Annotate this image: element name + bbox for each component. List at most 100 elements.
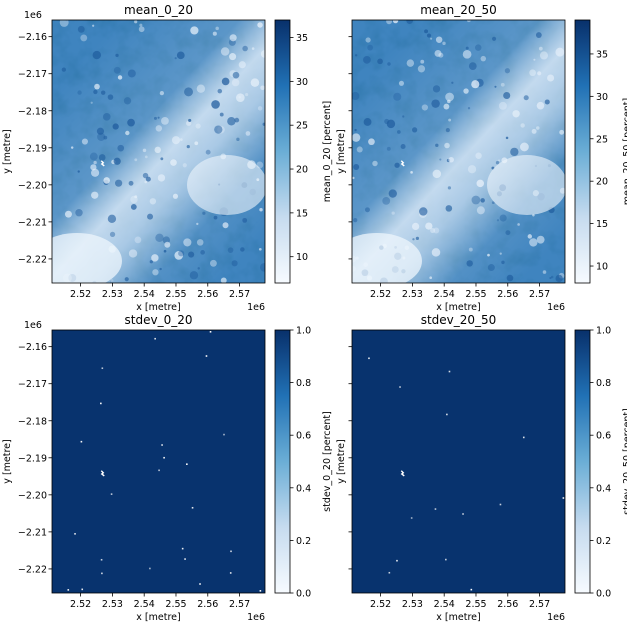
x-tick-label: 2.54 — [434, 289, 455, 300]
y-tick-label: −2.20 — [18, 490, 47, 501]
colorbar-tick-label: 0.0 — [296, 589, 311, 600]
colorbar: 0.0 0.2 0.4 0.6 0.8 1.0 stdev_0_20 [percent] — [274, 326, 333, 600]
panel-mean-20-50: mean_20_50 2.52 2.53 2.54 2.55 2.56 2.57 x [met… — [336, 3, 627, 313]
colorbar-tick-label: 0.8 — [296, 378, 311, 389]
colorbar-tick-label: 15 — [596, 219, 608, 230]
x-tick-label: 2.56 — [497, 599, 518, 610]
x-axis-label: x [metre] — [436, 612, 480, 623]
colorbar: 0.0 0.2 0.4 0.6 0.8 1.0 stdev_20_50 [percent] — [574, 326, 627, 600]
x-tick-label: 2.52 — [70, 599, 91, 610]
x-exponent-label: 1e6 — [247, 612, 265, 623]
y-tick-label: −2.17 — [18, 379, 47, 390]
y-tick-label: −2.18 — [18, 416, 47, 427]
colorbar-tick-label: 0.4 — [596, 483, 611, 494]
y-axis-label: y [metre] — [336, 129, 347, 173]
y-tick-label: −2.21 — [18, 527, 47, 538]
x-tick-label: 2.53 — [402, 289, 423, 300]
y-tick-label: −2.16 — [18, 342, 47, 353]
colorbar-tick-label: 0.2 — [596, 536, 611, 547]
panel-stdev-0-20: stdev_0_20 2.52 2.53 2.54 2.55 2.56 2.57 x [met… — [2, 313, 333, 623]
colorbar-label: mean_0_20 [percent] — [322, 101, 333, 202]
colorbar-tick-label: 10 — [596, 262, 608, 273]
plot-frame — [51, 19, 266, 284]
colorbar-tick-label: 0.2 — [296, 536, 311, 547]
x-tick-label: 2.57 — [229, 599, 250, 610]
y-tick-label: −2.22 — [18, 254, 47, 265]
x-tick-label: 2.53 — [402, 599, 423, 610]
colorbar-tick-label: 0.6 — [596, 431, 611, 442]
x-tick-label: 2.56 — [197, 599, 218, 610]
colorbar: 10 15 20 25 30 35 mean_0_20 [percent] — [274, 19, 333, 284]
heatmap-image — [52, 20, 265, 283]
x-tick-label: 2.55 — [465, 599, 486, 610]
x-axis-label: x [metre] — [136, 302, 180, 313]
x-tick-label: 2.57 — [529, 599, 550, 610]
colorbar-tick-label: 30 — [596, 92, 608, 103]
colorbar-tick-label: 20 — [596, 177, 608, 188]
x-axis-label: x [metre] — [436, 302, 480, 313]
colorbar-tick-label: 0.8 — [596, 378, 611, 389]
colorbar-tick-label: 25 — [596, 134, 608, 145]
x-tick-label: 2.57 — [529, 289, 550, 300]
x-tick-label: 2.55 — [465, 289, 486, 300]
panel-stdev-20-50: stdev_20_50 2.52 2.53 2.54 2.55 2.56 2.57 x [me… — [336, 313, 627, 623]
x-tick-label: 2.55 — [165, 289, 186, 300]
x-axis-label: x [metre] — [136, 612, 180, 623]
y-tick-label: −2.18 — [18, 106, 47, 117]
x-tick-label: 2.56 — [497, 289, 518, 300]
colorbar-tick-label: 0.6 — [296, 431, 311, 442]
y-tick-label: −2.22 — [18, 564, 47, 575]
colorbar-tick-label: 0.4 — [296, 483, 311, 494]
x-tick-label: 2.55 — [165, 599, 186, 610]
heatmap-image — [52, 330, 265, 593]
colorbar-tick-label: 20 — [296, 165, 308, 176]
x-tick-label: 2.54 — [134, 599, 155, 610]
x-tick-label: 2.52 — [370, 289, 391, 300]
chart-title: mean_0_20 — [124, 3, 193, 17]
x-tick-label: 2.53 — [102, 599, 123, 610]
y-exponent-label: 1e6 — [24, 320, 42, 331]
y-exponent-label: 1e6 — [24, 10, 42, 21]
colorbar-tick-label: 35 — [296, 33, 308, 44]
y-tick-label: −2.19 — [18, 143, 47, 154]
x-tick-label: 2.54 — [434, 599, 455, 610]
y-tick-label: −2.17 — [18, 69, 47, 80]
colorbar-tick-label: 35 — [596, 49, 608, 60]
colorbar-tick-label: 30 — [296, 77, 308, 88]
chart-title: stdev_20_50 — [421, 313, 497, 327]
heatmap-image — [352, 330, 565, 593]
x-tick-label: 2.53 — [102, 289, 123, 300]
chart-title: stdev_0_20 — [125, 313, 193, 327]
y-axis-label: y [metre] — [336, 439, 347, 483]
colorbar-tick-label: 25 — [296, 121, 308, 132]
plot-frame — [351, 19, 566, 284]
colorbar-tick-label: 10 — [296, 252, 308, 263]
x-exponent-label: 1e6 — [247, 302, 265, 313]
x-tick-label: 2.52 — [70, 289, 91, 300]
chart-title: mean_20_50 — [420, 3, 497, 17]
colorbar-tick-label: 1.0 — [296, 326, 311, 337]
x-tick-label: 2.57 — [229, 289, 250, 300]
x-tick-label: 2.56 — [197, 289, 218, 300]
plot-frame — [51, 329, 266, 594]
heatmap-image — [352, 20, 565, 283]
y-axis-label: y [metre] — [2, 129, 13, 173]
x-exponent-label: 1e6 — [547, 302, 565, 313]
plot-frame — [351, 329, 566, 594]
y-axis-label: y [metre] — [2, 439, 13, 483]
colorbar-tick-label: 1.0 — [596, 326, 611, 337]
colorbar-label: stdev_0_20 [percent] — [322, 411, 333, 512]
colorbar-tick-label: 15 — [296, 208, 308, 219]
y-tick-label: −2.20 — [18, 180, 47, 191]
y-tick-label: −2.19 — [18, 453, 47, 464]
x-tick-label: 2.52 — [370, 599, 391, 610]
y-tick-label: −2.21 — [18, 217, 47, 228]
y-tick-label: −2.16 — [18, 32, 47, 43]
colorbar-tick-label: 0.0 — [596, 589, 611, 600]
panel-mean-0-20: mean_0_20 2.52 2.53 2.54 2.55 2.56 2.57 x [metr… — [2, 3, 333, 313]
colorbar-label: stdev_20_50 [percent] — [622, 408, 627, 515]
x-exponent-label: 1e6 — [547, 612, 565, 623]
x-tick-label: 2.54 — [134, 289, 155, 300]
colorbar: 10 15 20 25 30 35 mean_20_50 [percent] — [574, 19, 627, 284]
